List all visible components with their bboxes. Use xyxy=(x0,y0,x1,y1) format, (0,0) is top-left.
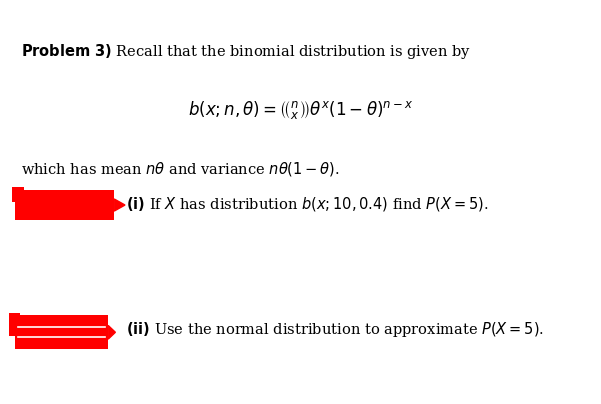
Text: $\bf{Problem\ 3)}$ Recall that the binomial distribution is given by: $\bf{Problem\ 3)}$ Recall that the binom… xyxy=(21,42,471,61)
Bar xyxy=(15,190,114,220)
Bar xyxy=(15,315,108,349)
Text: $\bf{(i)}$ If $X$ has distribution $b(x;10,0.4)$ find $P(X=5)$.: $\bf{(i)}$ If $X$ has distribution $b(x;… xyxy=(126,195,489,213)
Text: which has mean $n\theta$ and variance $n\theta(1-\theta)$.: which has mean $n\theta$ and variance $n… xyxy=(21,160,340,178)
Bar xyxy=(9,314,20,336)
Bar xyxy=(12,187,24,202)
Text: $\bf{(ii)}$ Use the normal distribution to approximate $P(X=5)$.: $\bf{(ii)}$ Use the normal distribution … xyxy=(126,320,545,339)
Text: $b(x;n,\theta) = \left(\!\binom{n}{x}\!\right)\theta^x(1-\theta)^{n-x}$: $b(x;n,\theta) = \left(\!\binom{n}{x}\!\… xyxy=(188,99,413,122)
Polygon shape xyxy=(114,199,125,211)
Polygon shape xyxy=(108,326,115,339)
